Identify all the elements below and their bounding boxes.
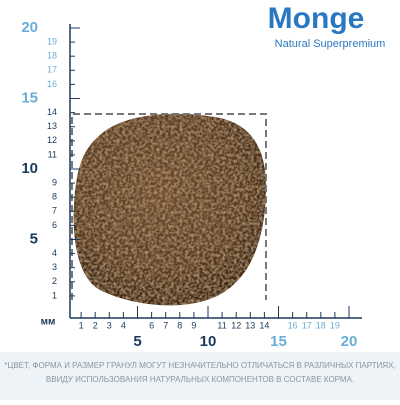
unit-label: мм <box>41 317 56 328</box>
tick-label: 11 <box>48 149 57 159</box>
tick-label: 20 <box>341 333 358 350</box>
tick-label: 18 <box>47 51 57 61</box>
tick-label: 2 <box>52 276 57 286</box>
tick-label: 13 <box>245 320 255 330</box>
disclaimer-line: ВВИДУ ИСПОЛЬЗОВАНИЯ НАТУРАЛЬНЫХ КОМПОНЕН… <box>46 375 354 384</box>
tick-label: 4 <box>121 320 126 330</box>
tick-label: 3 <box>107 320 112 330</box>
tick-label: 8 <box>52 192 57 202</box>
tick-label: 17 <box>47 65 57 75</box>
tick-label: 12 <box>47 135 57 145</box>
tick-label: 9 <box>52 177 57 187</box>
tick-label: 1 <box>79 320 84 330</box>
tick-label: 6 <box>149 320 154 330</box>
tick-label: 15 <box>21 89 38 106</box>
tick-label: 7 <box>163 320 168 330</box>
tick-label: 17 <box>302 320 312 330</box>
tick-label: 2 <box>93 320 98 330</box>
tick-label: 5 <box>133 333 141 350</box>
tick-label: 3 <box>52 262 57 272</box>
tick-label: 9 <box>191 320 196 330</box>
tick-label: 11 <box>217 320 226 330</box>
tick-label: 4 <box>52 248 57 258</box>
tick-label: 10 <box>21 160 38 177</box>
tick-label: 6 <box>52 220 57 230</box>
tick-label: 18 <box>316 320 326 330</box>
disclaimer-line: *ЦВЕТ, ФОРМА И РАЗМЕР ГРАНУЛ МОГУТ НЕЗНА… <box>4 361 395 370</box>
tagline: Natural Superpremium <box>275 38 386 50</box>
tick-label: 13 <box>47 121 57 131</box>
kibble <box>73 113 267 306</box>
tick-label: 19 <box>330 320 340 330</box>
tick-label: 12 <box>231 320 241 330</box>
tick-label: 15 <box>270 333 287 350</box>
tick-label: 5 <box>30 230 38 247</box>
tick-label: 16 <box>47 79 57 89</box>
tick-label: 14 <box>47 107 57 117</box>
tick-label: 14 <box>259 320 269 330</box>
size-box <box>71 113 267 300</box>
tick-label: 10 <box>200 333 217 350</box>
brand: Monge <box>268 2 365 35</box>
tick-label: 7 <box>52 206 57 216</box>
tick-label: 20 <box>21 19 38 36</box>
tick-label: 8 <box>177 320 182 330</box>
tick-label: 1 <box>52 290 57 300</box>
disclaimer-band <box>0 352 400 400</box>
tick-label: 16 <box>288 320 298 330</box>
tick-label: 19 <box>47 36 57 46</box>
